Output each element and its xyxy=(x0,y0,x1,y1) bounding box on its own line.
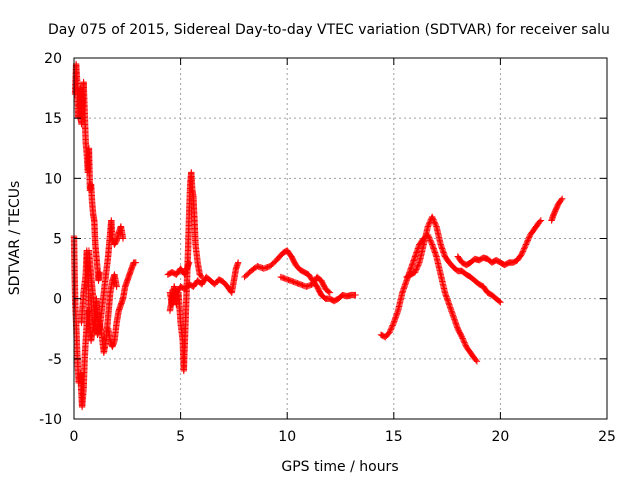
data-point xyxy=(432,220,439,227)
data-point xyxy=(461,340,469,348)
data-point xyxy=(519,249,526,256)
x-tick-label: 20 xyxy=(491,429,509,445)
data-point xyxy=(525,235,532,243)
y-tick-label: 20 xyxy=(44,51,62,67)
data-point xyxy=(386,327,394,335)
data-point xyxy=(557,196,565,204)
data-point xyxy=(460,336,467,344)
data-point xyxy=(431,219,438,226)
data-point xyxy=(497,299,504,306)
data-point xyxy=(519,248,527,255)
data-point xyxy=(525,234,533,241)
data-point xyxy=(522,242,529,250)
axis-ticks: 0 5 10 15 20 25 -10 -5 0 5 10 15 20 xyxy=(39,51,616,445)
data-point xyxy=(427,238,435,245)
data-point xyxy=(473,358,481,365)
data-point xyxy=(414,262,422,269)
data-point xyxy=(428,213,436,221)
data-point xyxy=(413,264,421,272)
y-tick-label: -10 xyxy=(39,412,62,428)
data-point xyxy=(132,259,140,266)
data-point xyxy=(388,323,396,331)
data-point xyxy=(386,329,393,336)
data-point xyxy=(524,237,532,244)
data-point xyxy=(326,289,334,296)
data-point xyxy=(518,250,525,258)
data-point xyxy=(425,220,433,227)
y-tick-label: 10 xyxy=(44,171,62,187)
data-point xyxy=(325,288,332,295)
data-point xyxy=(459,335,466,342)
data-point xyxy=(432,221,440,229)
chart-title: Day 075 of 2015, Sidereal Day-to-day VTE… xyxy=(48,22,610,38)
data-point xyxy=(520,245,528,252)
data-point xyxy=(412,267,419,275)
data-point xyxy=(119,235,127,242)
data-point xyxy=(536,218,544,225)
data-point xyxy=(427,237,434,244)
x-tick-label: 5 xyxy=(176,429,185,445)
data-point xyxy=(96,268,103,276)
data-point xyxy=(411,268,419,276)
data-point xyxy=(430,217,438,225)
data-point xyxy=(113,283,120,290)
data-point xyxy=(414,263,421,270)
data-point xyxy=(461,339,468,346)
data-point xyxy=(428,239,435,247)
data-point xyxy=(387,326,394,333)
data-point xyxy=(472,356,480,364)
y-tick-label: -5 xyxy=(48,352,62,368)
data-point xyxy=(424,223,432,230)
data-point xyxy=(388,325,395,332)
data-point xyxy=(425,221,432,229)
data-point xyxy=(234,259,242,266)
y-tick-label: 0 xyxy=(53,292,62,308)
x-tick-label: 10 xyxy=(278,429,296,445)
data-point xyxy=(521,244,528,251)
data-point xyxy=(559,195,566,202)
data-point xyxy=(520,246,527,254)
y-tick-label: 5 xyxy=(53,232,62,248)
x-tick-label: 25 xyxy=(598,429,616,445)
data-point xyxy=(430,216,437,223)
data-point xyxy=(413,266,420,273)
data-point xyxy=(389,320,397,328)
y-tick-label: 15 xyxy=(44,111,62,127)
data-point xyxy=(389,322,396,329)
x-axis-label: GPS time / hours xyxy=(281,459,398,475)
data-point xyxy=(523,239,530,247)
data-point xyxy=(429,215,436,222)
data-point xyxy=(352,291,359,299)
x-tick-label: 15 xyxy=(385,429,403,445)
y-axis-label: SDTVAR / TECUs xyxy=(7,181,23,296)
data-point xyxy=(460,338,468,345)
data-point xyxy=(197,272,205,280)
data-point xyxy=(522,241,530,248)
x-tick-label: 0 xyxy=(70,429,79,445)
data-point xyxy=(496,298,503,305)
data-point xyxy=(458,333,466,341)
data-point xyxy=(537,217,545,224)
data-point xyxy=(524,238,531,245)
data-point xyxy=(415,260,422,268)
